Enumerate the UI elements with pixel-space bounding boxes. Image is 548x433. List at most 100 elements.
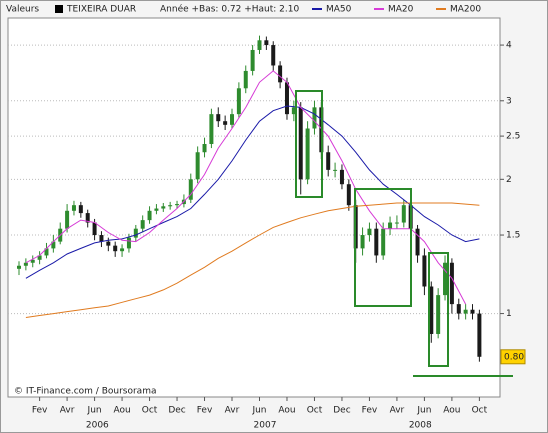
legend-label: MA20 [388, 5, 414, 15]
candle-body [401, 205, 406, 223]
candle-body [312, 107, 317, 129]
candle-body [120, 248, 125, 252]
x-tick-label: Aou [443, 406, 460, 416]
moving-average [25, 105, 480, 279]
candle-body [126, 237, 131, 249]
candle-body [16, 265, 21, 269]
y-tick-label: 1 [506, 309, 512, 319]
year-range: Année +Bas: 0.72 +Haut: 2.10 [160, 4, 299, 15]
x-tick-label: Jun [87, 406, 102, 416]
candle-body [339, 169, 344, 185]
candle-body [477, 313, 482, 357]
plot: 1 1.5 2 2.5 3 4 Fev Avr Jun Aou Oct Dec Fev Avr Jun Aou… [8, 35, 526, 431]
candle-body [154, 208, 159, 211]
candle-body [168, 205, 173, 207]
candle-body [333, 169, 338, 171]
candle-body [92, 222, 97, 236]
candle-body [415, 228, 420, 256]
candle-body [250, 49, 255, 71]
x-tick-label: Jun [251, 406, 266, 416]
candle-body [278, 65, 283, 83]
x-tick-label: Fev [32, 406, 48, 416]
candle-body [175, 204, 180, 206]
x-tick-label: Avr [390, 406, 405, 416]
x-tick-label: Avr [60, 406, 75, 416]
candle-body [449, 262, 454, 305]
year-label: 2006 [86, 421, 109, 431]
last-price-label: 0.80 [504, 352, 524, 362]
highlight-box [354, 188, 412, 307]
candle-body [223, 121, 228, 125]
candle-body [202, 144, 207, 153]
candle-body [133, 228, 138, 238]
y-tick-label: 4 [506, 41, 512, 51]
candle-body [140, 220, 145, 229]
candle-body [346, 184, 351, 206]
candle-body [388, 222, 393, 229]
candle-body [456, 304, 461, 314]
x-tick-label: Dec [168, 406, 185, 416]
candle-body [374, 228, 379, 256]
legend-label: MA50 [326, 5, 352, 15]
candle-body [161, 206, 166, 209]
candle-body [422, 255, 427, 287]
candle-body [243, 70, 248, 89]
stock-name: TEIXEIRA DUAR [66, 5, 136, 15]
x-tick-label: Aou [278, 406, 295, 416]
x-tick-label: Oct [472, 406, 488, 416]
candle-body [71, 205, 76, 211]
x-tick-label: Fev [197, 406, 213, 416]
candle-body [147, 210, 152, 221]
x-tick-label: Dec [333, 406, 350, 416]
x-tick-label: Oct [142, 406, 158, 416]
y-tick-label: 1.5 [506, 231, 520, 241]
name-swatch [55, 5, 63, 13]
candle-body [99, 235, 104, 242]
candle-body [470, 309, 475, 314]
candle-body [113, 245, 118, 252]
highlight-box [428, 252, 449, 367]
candle-body [305, 128, 310, 180]
plot-area [7, 17, 501, 398]
candle-body [463, 309, 468, 314]
candle-body [30, 259, 35, 263]
x-tick-label: Oct [307, 406, 323, 416]
y-tick-label: 3 [506, 96, 512, 106]
candle-body [394, 222, 399, 224]
year-label: 2007 [254, 421, 277, 431]
x-tick-label: Aou [113, 406, 130, 416]
moving-average [25, 70, 467, 305]
x-tick-label: Fev [362, 406, 378, 416]
x-tick-label: Avr [225, 406, 240, 416]
last-price-box [500, 349, 526, 365]
candle-body [236, 88, 241, 115]
candle-body [264, 40, 269, 46]
footer: © IT-Finance.com / Boursorama [14, 387, 156, 397]
candle-body [44, 248, 49, 256]
candle-body [271, 45, 276, 66]
candle-body [230, 114, 235, 125]
candle-body [65, 210, 70, 229]
candle-body [326, 152, 331, 170]
candle-body [216, 114, 221, 122]
candle-body [257, 40, 262, 50]
candle-body [284, 82, 289, 115]
x-tick-label: Jun [416, 406, 431, 416]
legend-label: MA200 [450, 5, 481, 15]
candle-body [436, 295, 441, 334]
moving-average [25, 202, 480, 318]
source: Valeurs [6, 5, 39, 15]
candle-body [443, 262, 448, 296]
candle-body [188, 179, 193, 200]
highlight-box [295, 90, 323, 198]
candle-body [381, 228, 386, 256]
candle-body [37, 255, 42, 260]
candle-body [195, 152, 200, 180]
year-label: 2008 [409, 421, 432, 431]
legend: MA50 MA20 MA200 [312, 5, 481, 15]
candle-body [291, 107, 296, 115]
candle-body [23, 262, 28, 266]
candle-body [429, 286, 434, 334]
candle-body [209, 114, 214, 145]
